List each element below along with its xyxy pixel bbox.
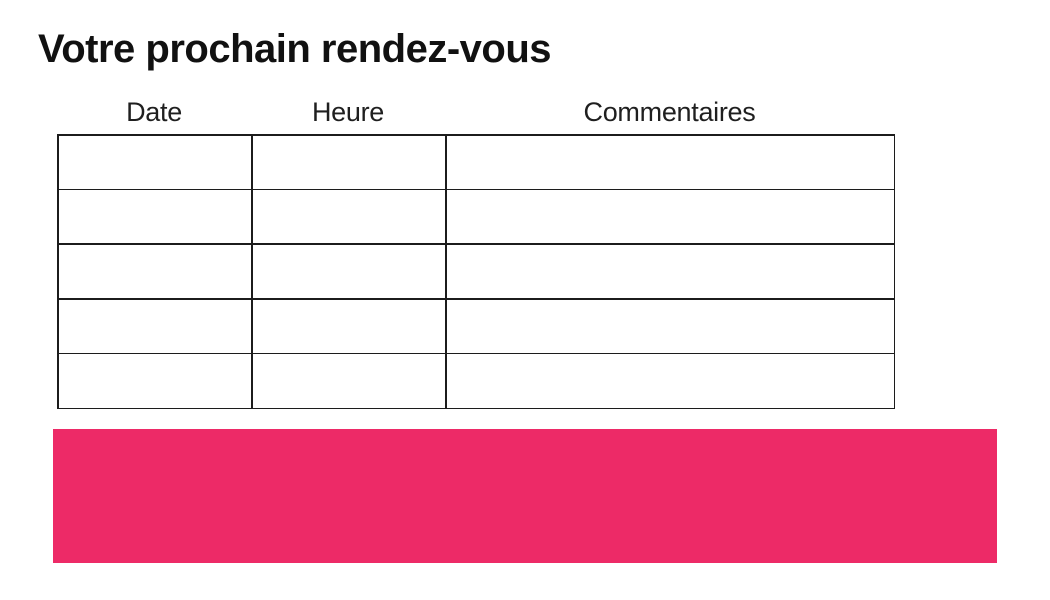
table-cell	[58, 354, 251, 408]
table-cell	[446, 299, 894, 353]
table-cell	[446, 190, 894, 244]
table-cell	[446, 354, 894, 408]
table-cell	[58, 299, 251, 353]
table-cell	[58, 244, 251, 299]
table-cell	[58, 190, 251, 244]
table-cell	[252, 244, 445, 299]
appointments-table	[57, 134, 895, 409]
column-header-date: Date	[126, 97, 182, 127]
pink-banner	[53, 429, 997, 563]
column-header-heure: Heure	[311, 97, 385, 127]
table-cell	[252, 354, 445, 408]
table-cell	[58, 135, 251, 189]
page-title: Votre prochain rendez-vous	[38, 27, 552, 71]
table-cell	[446, 135, 894, 189]
table-cell	[446, 244, 894, 299]
table-cell	[252, 299, 445, 353]
table-cell	[252, 190, 445, 244]
column-header-commentaires: Commentaires	[583, 97, 756, 127]
table-cell	[252, 135, 445, 189]
table-column-headers: Date Heure Commentaires	[57, 92, 894, 128]
